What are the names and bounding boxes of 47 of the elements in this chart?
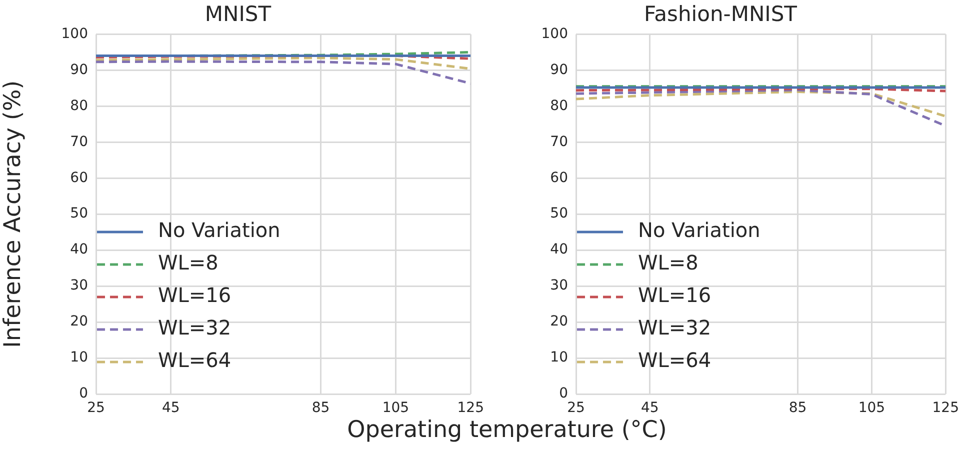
- legend-label: WL=8: [638, 250, 698, 275]
- x-tick-label: 25: [567, 400, 585, 416]
- x-tick-label: 45: [641, 400, 659, 416]
- y-tick-label: 0: [559, 386, 568, 402]
- y-tick-label: 70: [550, 134, 568, 150]
- x-tick-label: 45: [162, 400, 180, 416]
- y-tick-label: 80: [70, 98, 88, 114]
- y-tick-label: 30: [70, 278, 88, 294]
- y-tick-label: 90: [70, 62, 88, 78]
- legend-label: No Variation: [638, 218, 760, 242]
- y-tick-label: 100: [541, 26, 568, 42]
- y-tick-label: 90: [550, 62, 568, 78]
- x-tick-label: 85: [788, 400, 807, 416]
- y-tick-label: 10: [70, 350, 88, 366]
- y-tick-label: 50: [70, 206, 88, 222]
- legend-label: WL=8: [158, 250, 218, 275]
- line-series: [576, 90, 946, 118]
- y-tick-label: 40: [550, 242, 568, 258]
- x-tick-label: 85: [312, 400, 330, 416]
- y-tick-label: 80: [550, 98, 568, 114]
- x-tick-label: 105: [382, 400, 410, 416]
- y-tick-label: 20: [550, 314, 568, 330]
- y-axis-title: Inference Accuracy (%): [0, 80, 26, 348]
- x-tick-label: 125: [932, 400, 960, 416]
- chart-title: Fashion-MNIST: [644, 2, 798, 26]
- legend-label: WL=16: [638, 283, 712, 308]
- y-tick-label: 100: [61, 26, 88, 42]
- x-axis-title: Operating temperature (°C): [346, 417, 668, 443]
- y-tick-label: 50: [550, 206, 568, 222]
- legend-label: WL=64: [638, 348, 712, 372]
- y-tick-label: 0: [79, 386, 88, 402]
- legend-label: No Variation: [158, 218, 280, 242]
- y-tick-label: 60: [70, 170, 88, 186]
- y-tick-label: 40: [70, 242, 88, 258]
- legend-label: WL=16: [158, 283, 232, 308]
- legend-label: WL=32: [638, 316, 712, 340]
- x-tick-label: 125: [457, 400, 484, 416]
- legend-label: WL=64: [158, 348, 232, 372]
- y-tick-label: 70: [70, 134, 88, 150]
- y-tick-label: 30: [550, 278, 568, 294]
- chart-title: MNIST: [204, 2, 272, 26]
- x-tick-label: 105: [858, 400, 886, 416]
- y-tick-label: 20: [70, 314, 88, 330]
- y-tick-label: 60: [550, 170, 568, 186]
- y-tick-label: 10: [550, 350, 568, 366]
- x-tick-label: 25: [87, 400, 105, 416]
- legend-label: WL=32: [158, 316, 232, 340]
